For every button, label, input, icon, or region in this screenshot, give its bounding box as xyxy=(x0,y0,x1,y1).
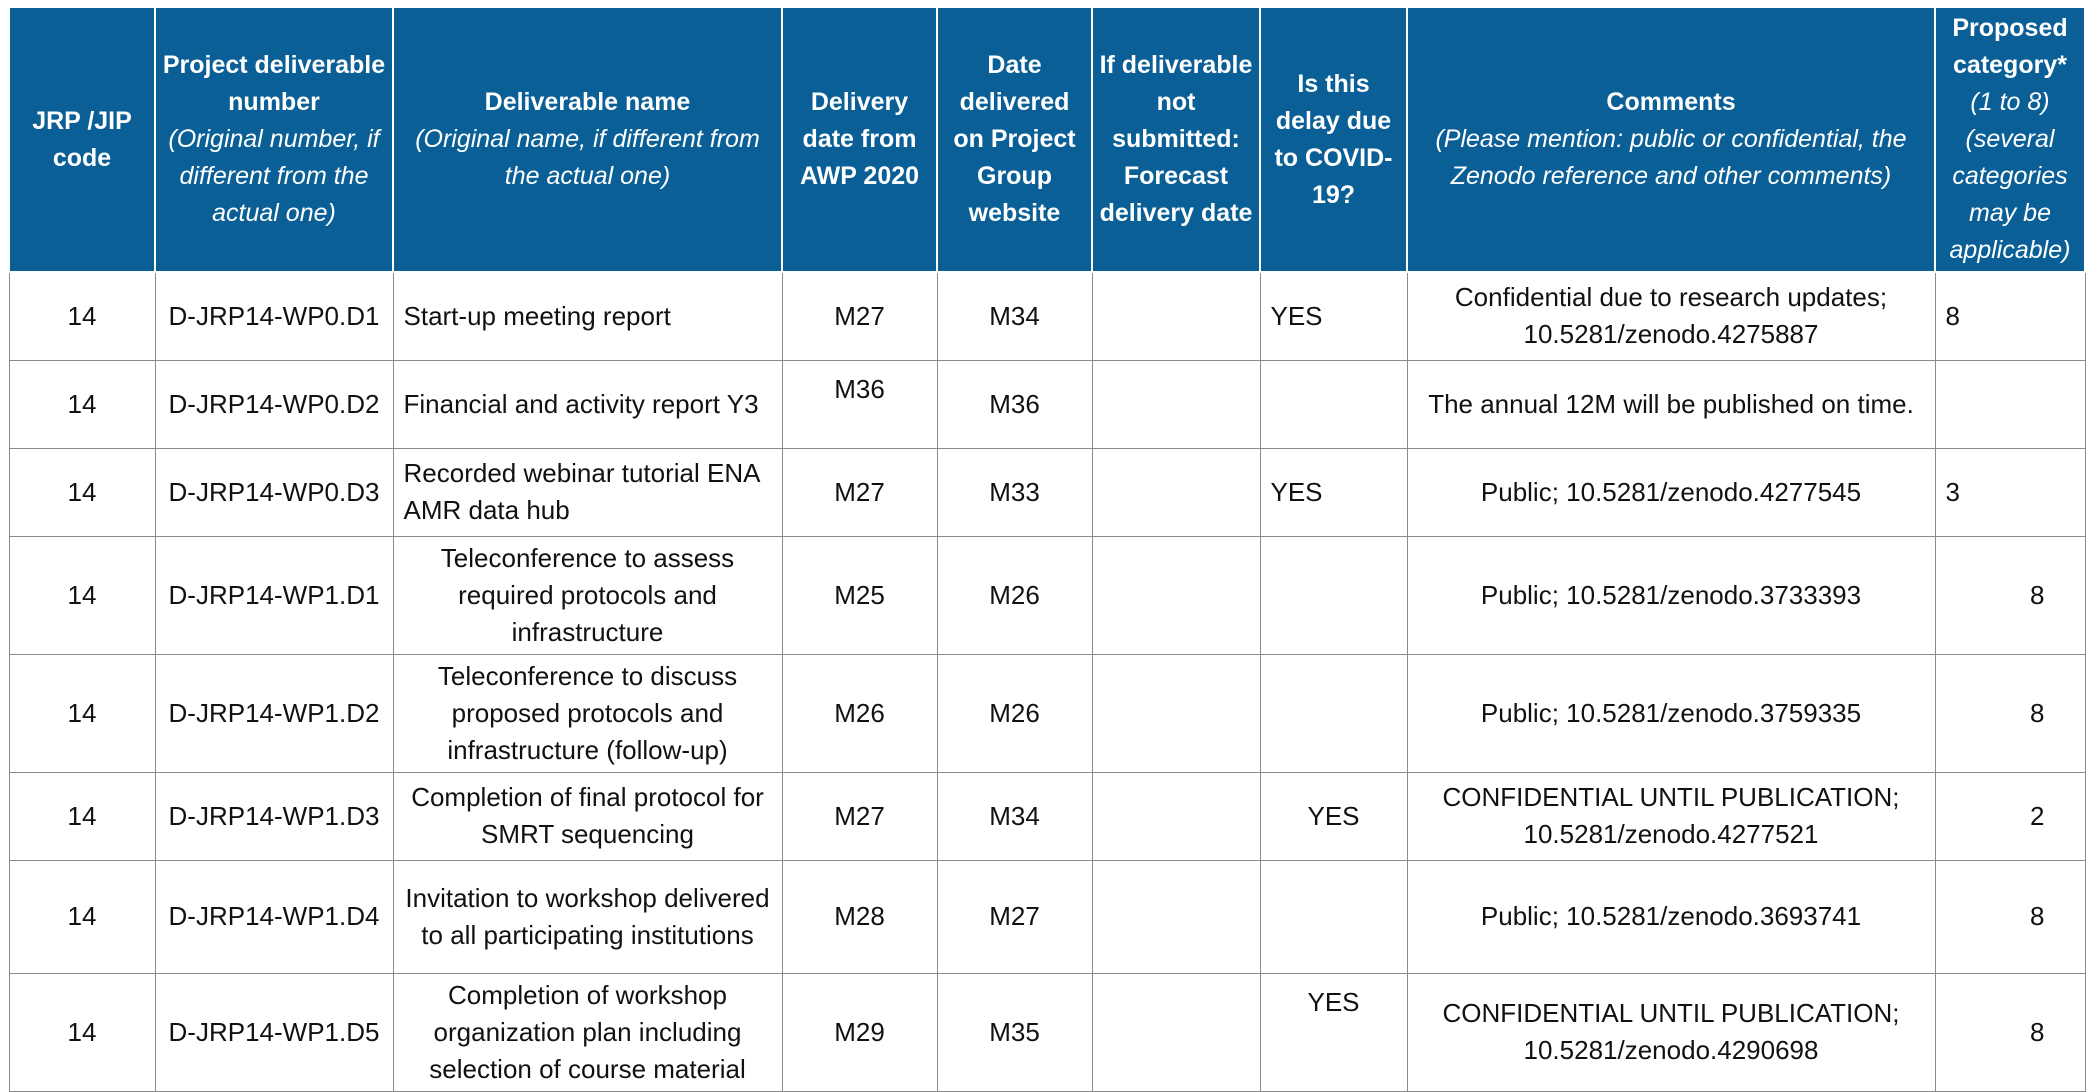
cell-comments: The annual 12M will be published on time… xyxy=(1406,359,1936,449)
cell-comments: Public; 10.5281/zenodo.3693741 xyxy=(1406,859,1936,974)
cell-covid: YES xyxy=(1259,972,1408,1092)
cell-name: Completion of final protocol for SMRT se… xyxy=(392,771,783,861)
cell-code: 14 xyxy=(8,972,156,1092)
cell-number: D-JRP14-WP1.D2 xyxy=(154,653,394,773)
cell-category: 2 xyxy=(1934,771,2086,861)
cell-forecast xyxy=(1091,535,1261,655)
table-row: 14 D-JRP14-WP1.D3 Completion of final pr… xyxy=(8,771,2086,861)
header-row: JRP /JIP code Project deliverable number… xyxy=(8,6,2086,273)
header-covid: Is this delay due to COVID-19? xyxy=(1259,6,1408,273)
cell-number: D-JRP14-WP1.D1 xyxy=(154,535,394,655)
header-forecast: If deliverable not submitted: Forecast d… xyxy=(1091,6,1261,273)
cell-delivered: M27 xyxy=(936,859,1093,974)
cell-name: Invitation to workshop delivered to all … xyxy=(392,859,783,974)
cell-category: 8 xyxy=(1934,271,2086,361)
header-delivery-date: Delivery date from AWP 2020 xyxy=(781,6,938,273)
cell-delivery: M25 xyxy=(781,535,938,655)
table-row: 14 D-JRP14-WP0.D3 Recorded webinar tutor… xyxy=(8,447,2086,537)
header-date-delivered: Date delivered on Project Group website xyxy=(936,6,1093,273)
cell-covid xyxy=(1259,359,1408,449)
cell-delivered: M26 xyxy=(936,535,1093,655)
cell-delivery: M36 xyxy=(781,359,938,449)
cell-category: 3 xyxy=(1934,447,2086,537)
header-comments: Comments (Please mention: public or confi… xyxy=(1406,6,1936,273)
cell-delivered: M33 xyxy=(936,447,1093,537)
cell-covid: YES xyxy=(1259,771,1408,861)
cell-number: D-JRP14-WP1.D5 xyxy=(154,972,394,1092)
cell-delivered: M26 xyxy=(936,653,1093,773)
cell-comments: CONFIDENTIAL UNTIL PUBLICATION; 10.5281/… xyxy=(1406,771,1936,861)
cell-comments: Public; 10.5281/zenodo.3733393 xyxy=(1406,535,1936,655)
cell-forecast xyxy=(1091,447,1261,537)
cell-covid xyxy=(1259,535,1408,655)
cell-name: Teleconference to assess required protoc… xyxy=(392,535,783,655)
cell-category: 8 xyxy=(1934,859,2086,974)
table-row: 14 D-JRP14-WP1.D5 Completion of workshop… xyxy=(8,972,2086,1092)
cell-name: Recorded webinar tutorial ENA AMR data h… xyxy=(392,447,783,537)
cell-category: 8 xyxy=(1934,972,2086,1092)
table-row: 14 D-JRP14-WP0.D1 Start-up meeting repor… xyxy=(8,271,2086,361)
cell-comments: Public; 10.5281/zenodo.4277545 xyxy=(1406,447,1936,537)
cell-number: D-JRP14-WP0.D3 xyxy=(154,447,394,537)
table-row: 14 D-JRP14-WP1.D1 Teleconference to asse… xyxy=(8,535,2086,655)
cell-comments: Confidential due to research updates; 10… xyxy=(1406,271,1936,361)
cell-delivery: M26 xyxy=(781,653,938,773)
cell-number: D-JRP14-WP1.D4 xyxy=(154,859,394,974)
cell-name: Start-up meeting report xyxy=(392,271,783,361)
cell-forecast xyxy=(1091,771,1261,861)
cell-forecast xyxy=(1091,271,1261,361)
header-code: JRP /JIP code xyxy=(8,6,156,273)
cell-number: D-JRP14-WP0.D1 xyxy=(154,271,394,361)
cell-forecast xyxy=(1091,859,1261,974)
cell-number: D-JRP14-WP1.D3 xyxy=(154,771,394,861)
cell-forecast xyxy=(1091,359,1261,449)
table-row: 14 D-JRP14-WP0.D2 Financial and activity… xyxy=(8,359,2086,449)
cell-comments: CONFIDENTIAL UNTIL PUBLICATION; 10.5281/… xyxy=(1406,972,1936,1092)
cell-code: 14 xyxy=(8,859,156,974)
cell-delivery: M27 xyxy=(781,447,938,537)
cell-covid: YES xyxy=(1259,271,1408,361)
cell-name: Financial and activity report Y3 xyxy=(392,359,783,449)
cell-comments: Public; 10.5281/zenodo.3759335 xyxy=(1406,653,1936,773)
deliverables-table-container: JRP /JIP code Project deliverable number… xyxy=(8,6,2086,1092)
cell-forecast xyxy=(1091,653,1261,773)
cell-covid xyxy=(1259,653,1408,773)
cell-delivered: M34 xyxy=(936,271,1093,361)
cell-code: 14 xyxy=(8,653,156,773)
header-category: Proposed category* (1 to 8) (several cate… xyxy=(1934,6,2086,273)
cell-code: 14 xyxy=(8,447,156,537)
cell-delivered: M35 xyxy=(936,972,1093,1092)
cell-covid xyxy=(1259,859,1408,974)
cell-code: 14 xyxy=(8,535,156,655)
cell-category: 8 xyxy=(1934,535,2086,655)
cell-delivery: M27 xyxy=(781,271,938,361)
cell-delivery: M28 xyxy=(781,859,938,974)
cell-delivered: M36 xyxy=(936,359,1093,449)
cell-category xyxy=(1934,359,2086,449)
cell-name: Completion of workshop organization plan… xyxy=(392,972,783,1092)
cell-delivery: M29 xyxy=(781,972,938,1092)
table-row: 14 D-JRP14-WP1.D4 Invitation to workshop… xyxy=(8,859,2086,974)
cell-code: 14 xyxy=(8,771,156,861)
deliverables-table: JRP /JIP code Project deliverable number… xyxy=(8,6,2086,1092)
cell-delivery: M27 xyxy=(781,771,938,861)
table-row: 14 D-JRP14-WP1.D2 Teleconference to disc… xyxy=(8,653,2086,773)
cell-number: D-JRP14-WP0.D2 xyxy=(154,359,394,449)
cell-code: 14 xyxy=(8,359,156,449)
cell-forecast xyxy=(1091,972,1261,1092)
cell-covid: YES xyxy=(1259,447,1408,537)
cell-delivered: M34 xyxy=(936,771,1093,861)
cell-category: 8 xyxy=(1934,653,2086,773)
cell-code: 14 xyxy=(8,271,156,361)
cell-name: Teleconference to discuss proposed proto… xyxy=(392,653,783,773)
header-number: Project deliverable number (Original numb… xyxy=(154,6,394,273)
header-name: Deliverable name (Original name, if diffe… xyxy=(392,6,783,273)
